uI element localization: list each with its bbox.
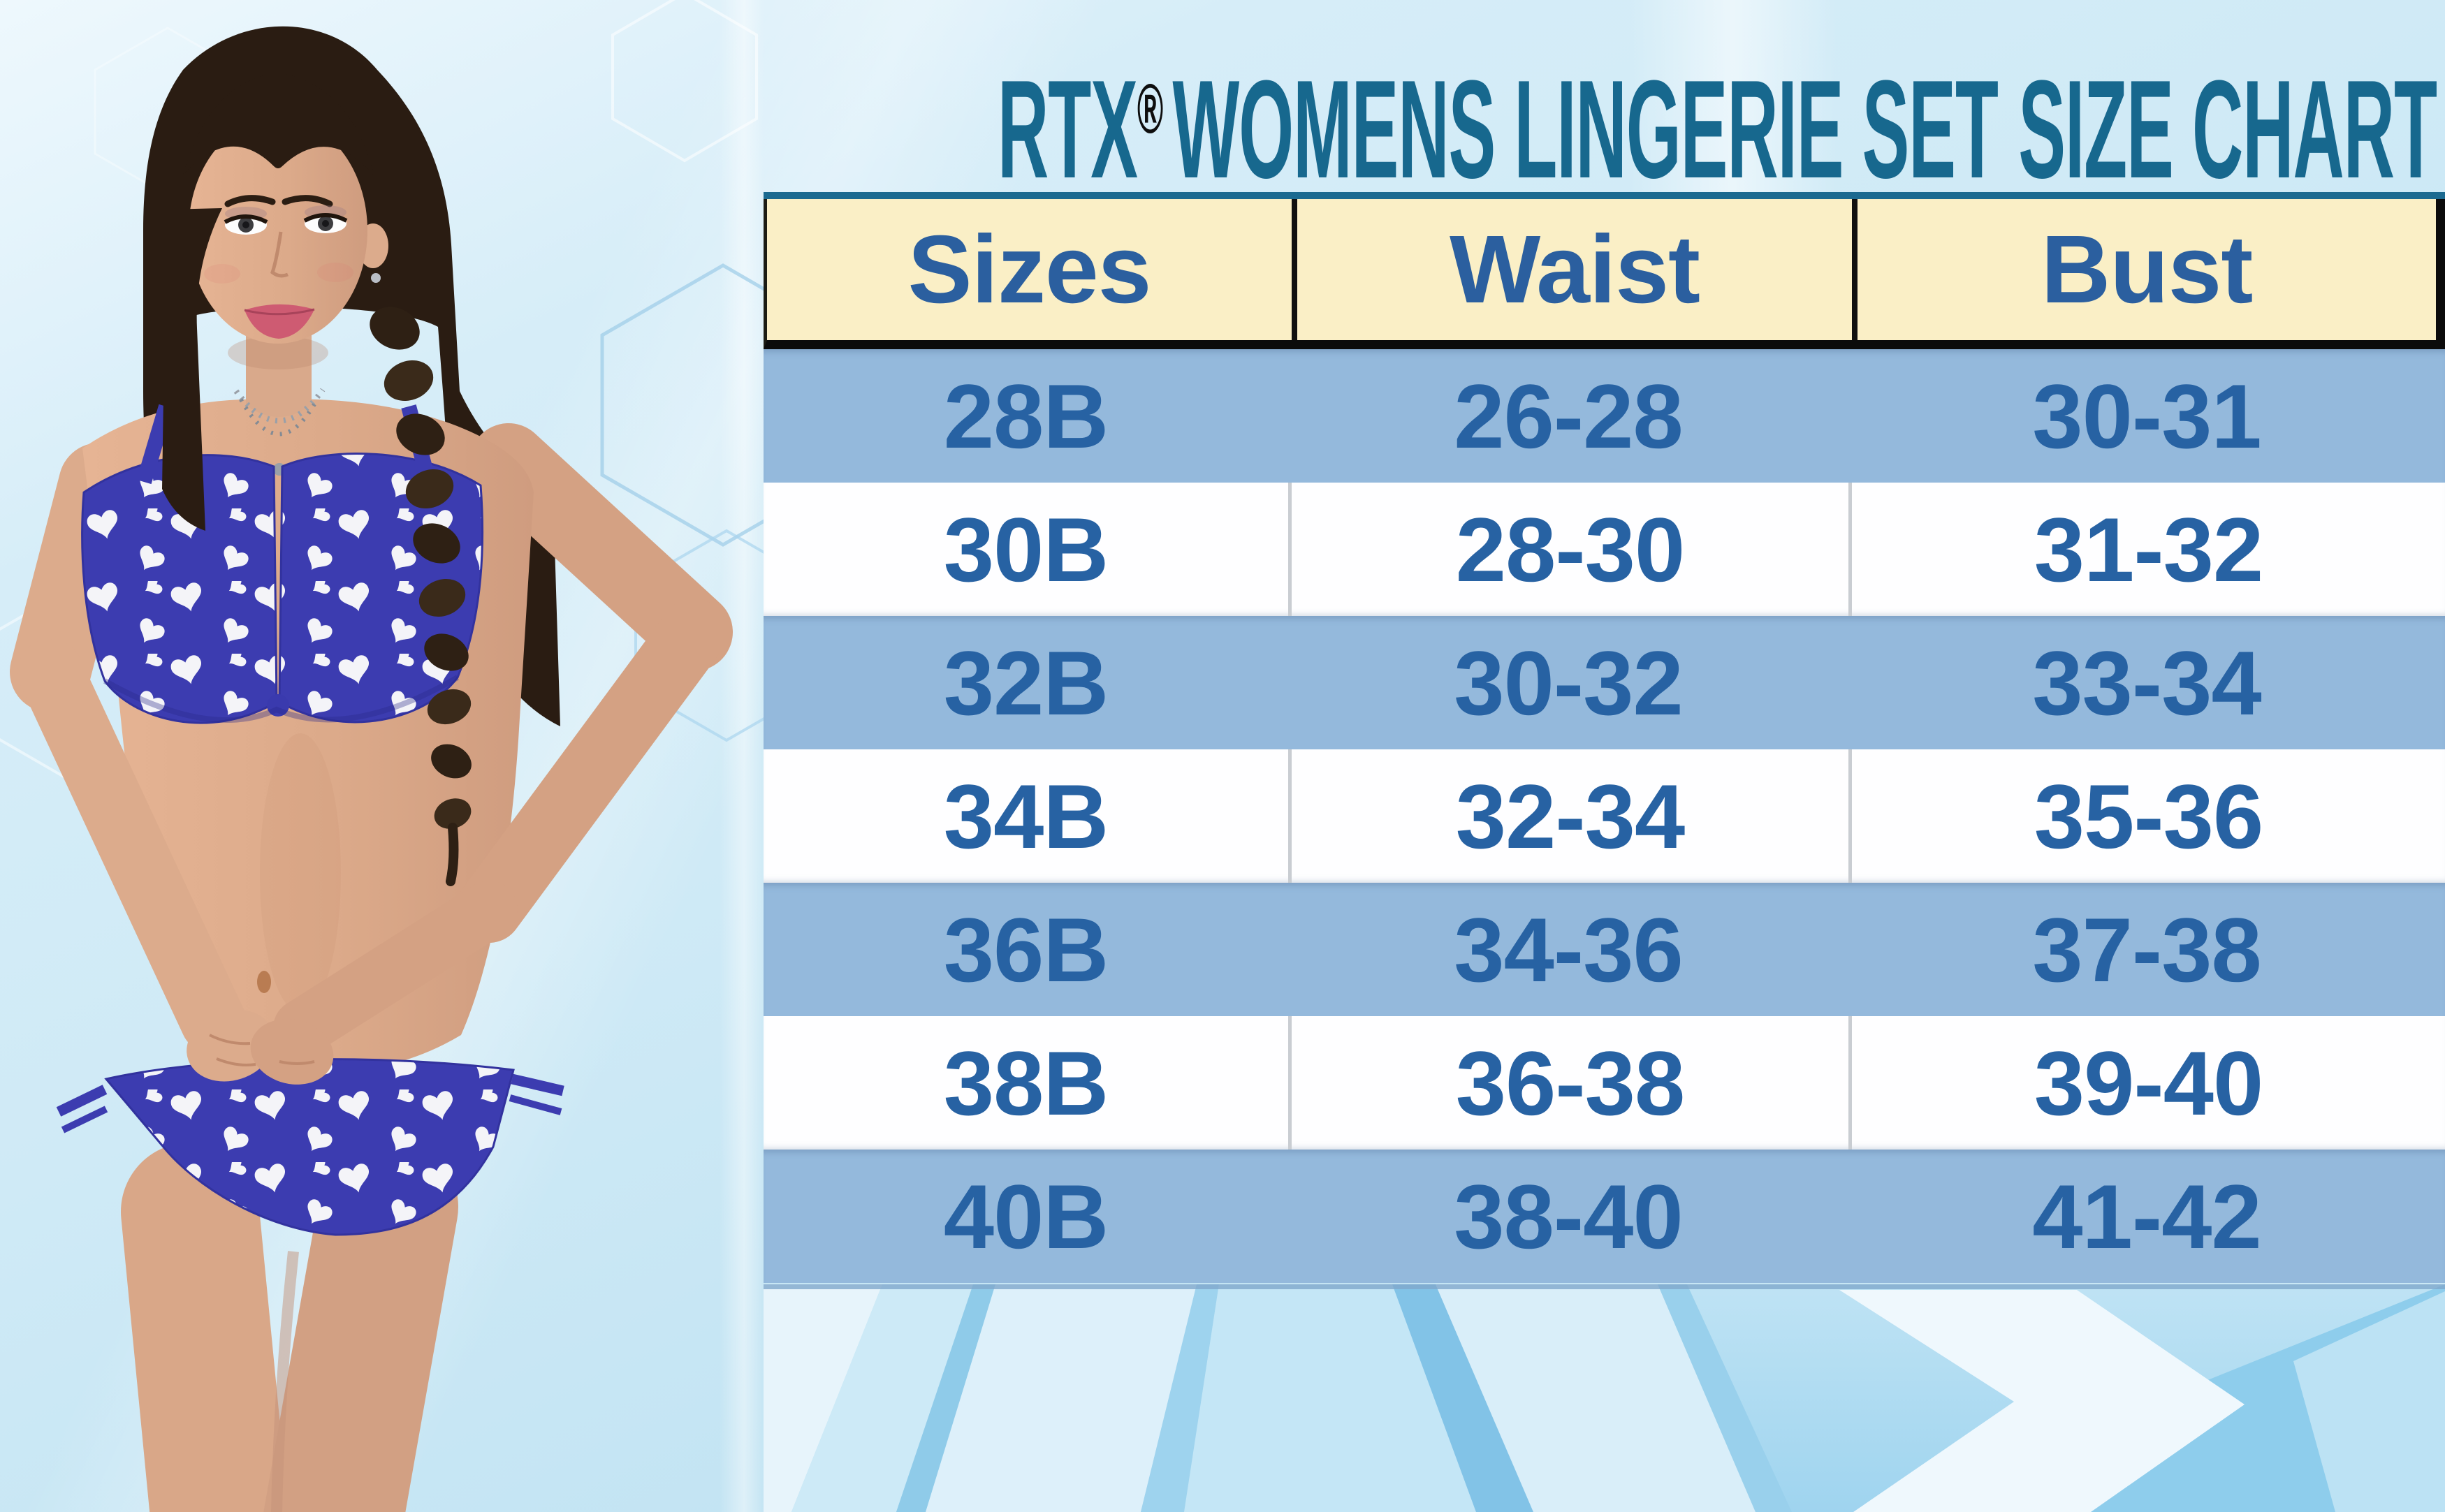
cell-size: 34B bbox=[943, 765, 1109, 867]
model-right-leg bbox=[263, 1137, 458, 1512]
cell-waist: 30-32 bbox=[1454, 631, 1684, 734]
table-row: 40B 38-40 41-42 bbox=[764, 1150, 2445, 1283]
cell-waist: 34-36 bbox=[1454, 898, 1684, 1001]
cell-bust: 39-40 bbox=[1848, 1016, 2445, 1150]
size-chart-table: Sizes Waist Bust 28B 26-28 30-31 30B 28-… bbox=[764, 192, 2445, 1283]
cell-bust: 30-31 bbox=[2032, 365, 2262, 467]
model-neck bbox=[246, 321, 312, 417]
cell-size: 36B bbox=[943, 898, 1109, 1001]
cell-bust: 41-42 bbox=[2032, 1165, 2262, 1268]
table-row: 30B 28-30 31-32 bbox=[764, 483, 2445, 616]
cell-waist: 32-34 bbox=[1288, 749, 1848, 883]
table-row: 32B 30-32 33-34 bbox=[764, 616, 2445, 749]
title-rule bbox=[764, 192, 2445, 199]
model-right-hand bbox=[250, 1019, 334, 1085]
model-left-leg bbox=[121, 1143, 289, 1512]
cell-size: 38B bbox=[943, 1032, 1109, 1134]
cell-waist: 28-30 bbox=[1288, 483, 1848, 616]
title-main: WOMENS LINGERIE SET bbox=[1172, 52, 1998, 207]
chevron-band bbox=[764, 1284, 2445, 1512]
model-navel bbox=[257, 971, 271, 993]
title-chart: SIZE CHART bbox=[2018, 52, 2437, 207]
cell-size: 30B bbox=[943, 498, 1109, 601]
header-row: Sizes Waist Bust bbox=[764, 199, 2445, 349]
model-lips bbox=[244, 304, 315, 339]
page-title: RTX®WOMENS LINGERIE SETSIZE CHART bbox=[998, 52, 2438, 207]
brand-name: RTX bbox=[998, 52, 1137, 207]
model-hair-front bbox=[183, 73, 374, 176]
cell-waist: 38-40 bbox=[1454, 1165, 1684, 1268]
model-eyes bbox=[224, 195, 348, 235]
table-row: 38B 36-38 39-40 bbox=[764, 1016, 2445, 1150]
cell-size: 40B bbox=[943, 1165, 1109, 1268]
model-right-forearm bbox=[455, 599, 727, 943]
table-row: 34B 32-34 35-36 bbox=[764, 749, 2445, 883]
model-nose bbox=[270, 231, 289, 278]
cell-bust: 35-36 bbox=[1848, 749, 2445, 883]
cell-bust: 33-34 bbox=[2032, 631, 2262, 734]
model-face bbox=[189, 117, 367, 344]
vertical-light-band bbox=[1628, 0, 1837, 210]
model-earring bbox=[371, 273, 381, 283]
cell-waist: 26-28 bbox=[1454, 365, 1684, 467]
model-right-upper-arm bbox=[469, 423, 733, 671]
model-left-forearm bbox=[17, 639, 246, 1054]
table-row: 36B 34-36 37-38 bbox=[764, 883, 2445, 1016]
cell-bust: 37-38 bbox=[2032, 898, 2262, 1001]
model-necklace bbox=[233, 388, 326, 424]
registered-mark: ® bbox=[1137, 70, 1163, 148]
svg-text:RTX®WOMENS LINGERIE SETSIZE CH: RTX®WOMENS LINGERIE SETSIZE CHART bbox=[998, 52, 2437, 207]
table-row: 28B 26-28 30-31 bbox=[764, 349, 2445, 483]
model-braid bbox=[370, 307, 472, 886]
photo-table-divider-glow bbox=[720, 0, 764, 1512]
cell-size: 28B bbox=[943, 365, 1109, 467]
header-cell-waist: Waist bbox=[1292, 199, 1852, 340]
cell-bust: 31-32 bbox=[1848, 483, 2445, 616]
model-photo bbox=[10, 26, 733, 1512]
cell-size: 32B bbox=[943, 631, 1109, 734]
header-cell-sizes: Sizes bbox=[907, 215, 1152, 323]
cell-waist: 36-38 bbox=[1288, 1016, 1848, 1150]
header-cell-bust: Bust bbox=[1852, 199, 2436, 340]
